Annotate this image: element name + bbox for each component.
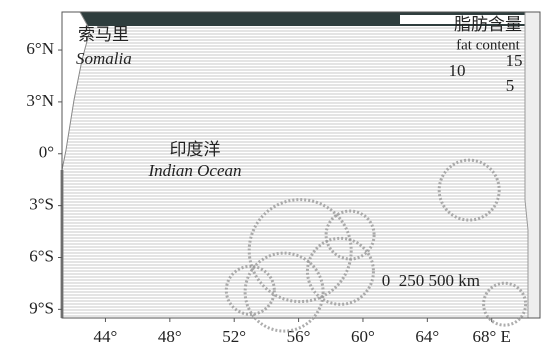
fat-bubble — [324, 209, 376, 261]
place-zh: 印度洋 — [170, 140, 221, 159]
legend-size-label: 10 — [449, 61, 466, 80]
place-en: Indian Ocean — [147, 161, 241, 180]
ocean — [62, 12, 540, 318]
x-tick-label: 68° E — [472, 327, 510, 346]
fat-bubble — [437, 158, 501, 222]
x-tick-label: 52° — [222, 327, 246, 346]
place-en: Somalia — [76, 49, 132, 68]
y-tick-label: 6°N — [26, 39, 54, 58]
scale-bar-label: 0 250 500 km — [382, 271, 480, 290]
x-tick-label: 64° — [415, 327, 439, 346]
fat-bubble — [482, 281, 528, 327]
legend-title-en: fat content — [456, 37, 521, 53]
x-tick-label: 56° — [287, 327, 311, 346]
x-tick-label: 60° — [351, 327, 375, 346]
y-tick-label: 3°S — [29, 195, 54, 214]
y-tick-label: 9°S — [29, 298, 54, 317]
x-tick-label: 48° — [158, 327, 182, 346]
fat-bubble — [224, 264, 276, 316]
fat-bubble — [243, 251, 325, 333]
y-tick-label: 0° — [39, 143, 54, 162]
fat-bubble — [305, 236, 375, 306]
x-tick-label: 44° — [94, 327, 118, 346]
legend-title-zh: 脂肪含量 — [454, 15, 522, 34]
place-zh: 索马里 — [78, 25, 129, 44]
legend-size-label: 15 — [506, 51, 523, 70]
top-band-highlight — [400, 15, 540, 24]
y-tick-label: 6°S — [29, 246, 54, 265]
coast — [61, 11, 91, 171]
frame — [61, 11, 541, 319]
legend-size-label: 5 — [506, 76, 515, 95]
y-tick-label: 3°N — [26, 91, 54, 110]
